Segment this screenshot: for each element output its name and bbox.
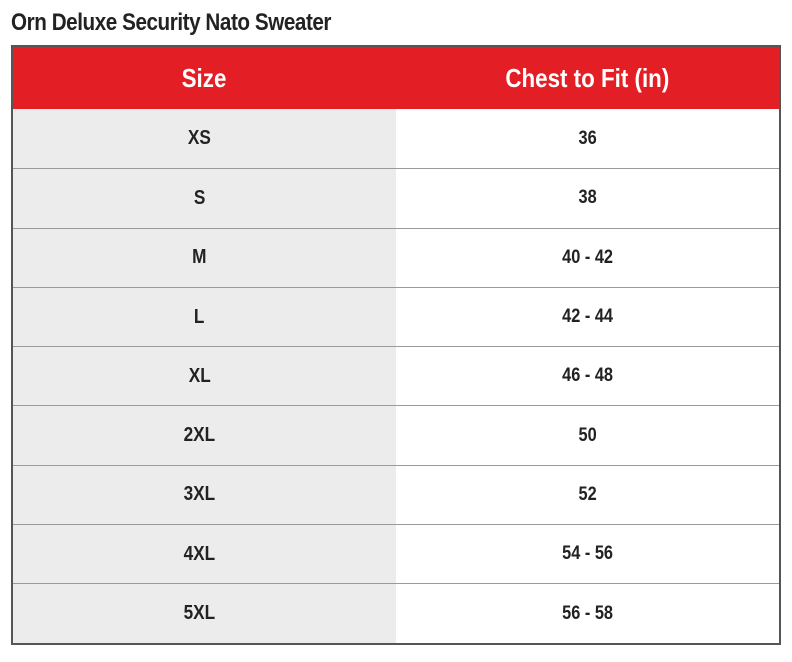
chest-value: 56 - 58 [562,602,613,624]
chest-cell: 36 [396,109,779,169]
table-row: S 38 [13,168,779,228]
table-row: M 40 - 42 [13,227,779,287]
size-value: L [194,305,205,328]
size-value: 4XL [183,542,216,565]
header-size: Size [13,47,396,109]
size-value: XS [188,127,211,150]
chest-value: 52 [578,483,597,505]
chest-cell: 50 [396,406,779,465]
size-cell: 5XL [13,584,396,643]
size-cell: L [13,287,396,347]
table-row: XL 46 - 48 [13,346,779,406]
size-value: 5XL [183,602,216,625]
size-cell: 3XL [13,465,396,525]
chest-cell: 46 - 48 [396,347,779,406]
page-title: Orn Deluxe Security Nato Sweater [11,9,332,36]
table-row: 2XL 50 [13,405,779,465]
chest-value: 40 - 42 [562,246,613,268]
table-body: XS 36 S 38 M 40 - 42 L 42 - 44 XL 46 - 4… [13,109,779,643]
size-value: XL [188,364,211,387]
chest-value: 46 - 48 [562,365,613,387]
chest-cell: 54 - 56 [396,525,779,584]
size-value: S [193,186,206,209]
size-cell: 4XL [13,525,396,584]
header-chest-label: Chest to Fit (in) [505,62,670,93]
table-row: L 42 - 44 [13,286,779,347]
header-chest: Chest to Fit (in) [396,47,779,109]
chest-cell: 40 - 42 [396,228,779,287]
table-header: Size Chest to Fit (in) [13,47,779,109]
size-value: 3XL [183,483,216,506]
chest-value: 36 [578,127,597,149]
chest-cell: 56 - 58 [396,584,779,643]
size-cell: XS [13,109,396,169]
chest-value: 42 - 44 [562,306,613,328]
chest-value: 38 [578,187,597,209]
table-row: 3XL 52 [13,464,779,525]
size-chart-table: Size Chest to Fit (in) XS 36 S 38 M 40 -… [11,45,781,645]
table-row: XS 36 [13,109,779,169]
chest-cell: 52 [396,465,779,525]
size-cell: 2XL [13,406,396,465]
table-row: 4XL 54 - 56 [13,524,779,584]
chest-cell: 38 [396,169,779,228]
size-value: 2XL [183,424,216,447]
size-cell: M [13,228,396,287]
chest-cell: 42 - 44 [396,287,779,347]
chest-value: 50 [578,424,597,446]
size-value: M [192,246,207,269]
chest-value: 54 - 56 [562,543,613,565]
header-size-label: Size [182,62,227,93]
size-cell: XL [13,347,396,406]
table-row: 5XL 56 - 58 [13,583,779,643]
size-cell: S [13,169,396,228]
